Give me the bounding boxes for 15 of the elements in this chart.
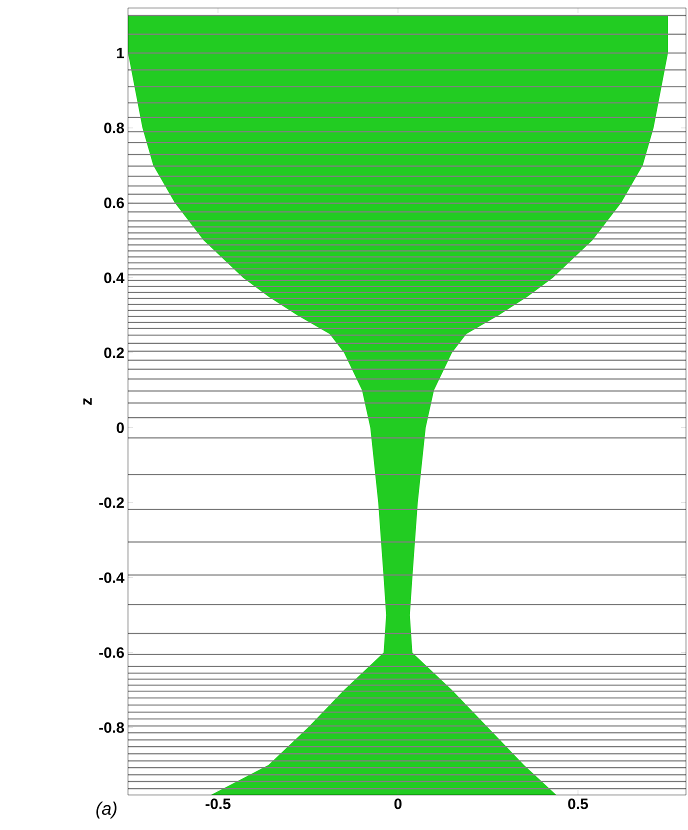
y-tick-label: 0.2 — [104, 347, 124, 358]
y-axis-title: z — [83, 398, 92, 405]
y-tick-label: 0.6 — [104, 198, 124, 208]
y-tick-label: -0.8 — [99, 722, 124, 733]
y-tick-label: 0.8 — [104, 122, 124, 134]
text: (a) — [96, 802, 116, 818]
y-tick-label: -0.2 — [99, 497, 124, 508]
y-tick-label: -0.6 — [99, 647, 124, 658]
y-tick-label: 1 — [117, 48, 124, 58]
x-tick-label: -0.5 — [206, 798, 230, 810]
y-tick-label: 0.4 — [104, 272, 124, 284]
x-tick-label: 0.5 — [568, 798, 588, 810]
y-tick-label: -0.4 — [99, 572, 124, 583]
y-tick-label: 0 — [116, 422, 124, 434]
x-tick-label: 0 — [394, 798, 402, 810]
